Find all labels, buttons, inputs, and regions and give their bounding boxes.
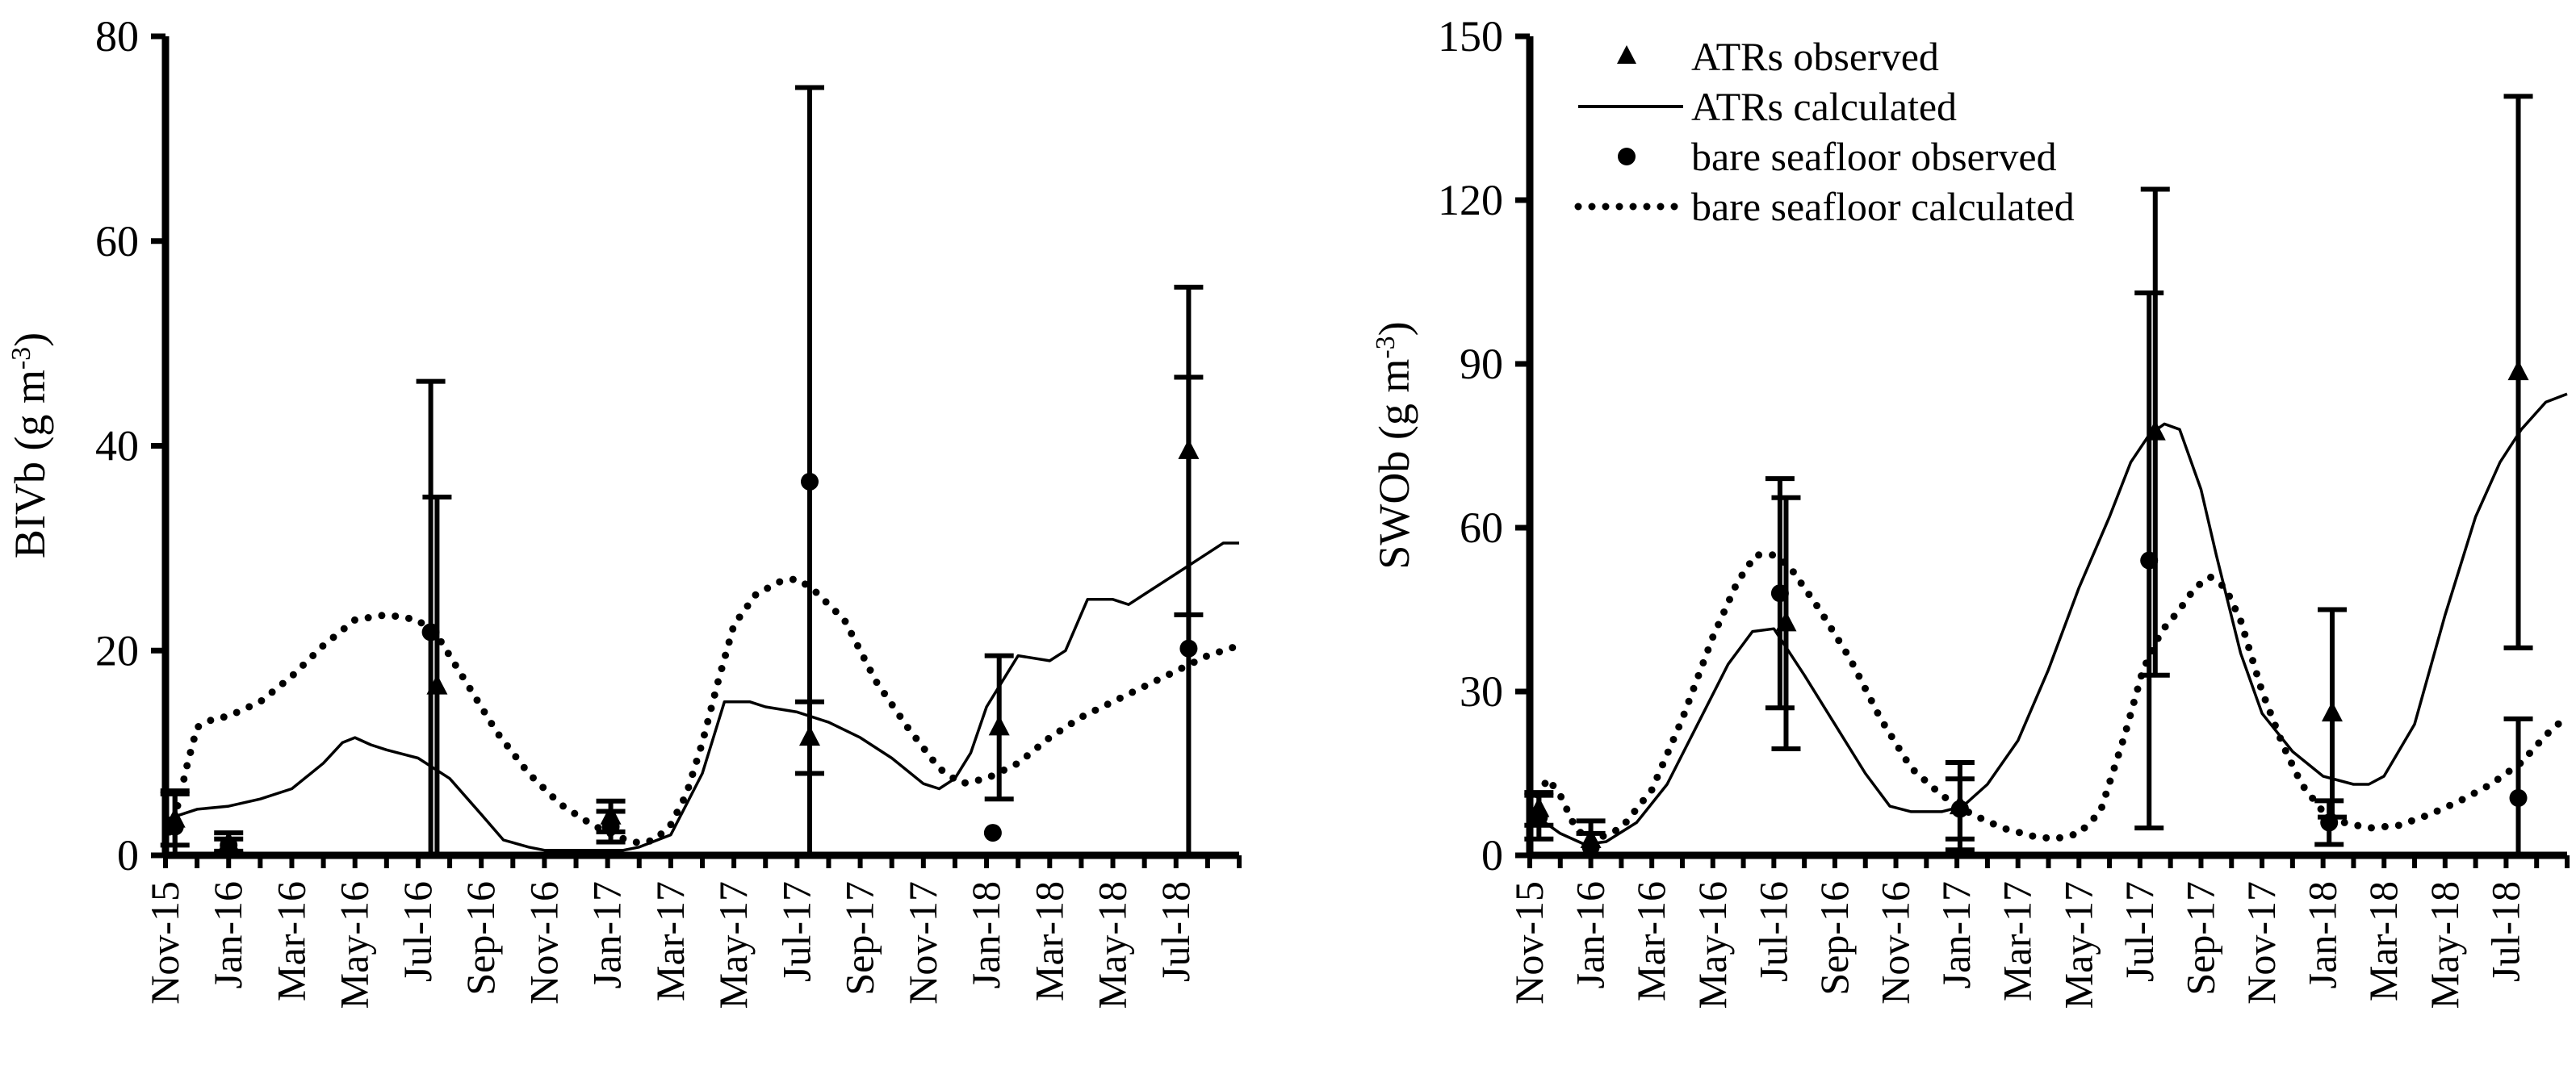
x-tick-label: Nov-15 bbox=[1506, 881, 1552, 1005]
point-bare-seafloor-observed bbox=[601, 817, 620, 836]
x-tick-label: May-18 bbox=[1090, 881, 1135, 1009]
point-bare-seafloor-observed bbox=[2509, 788, 2528, 807]
x-tick-label: Nov-17 bbox=[2239, 881, 2284, 1005]
x-tick-label: Jul-18 bbox=[1153, 881, 1198, 982]
x-tick-label: Mar-18 bbox=[2360, 881, 2406, 1001]
y-axis-title: BIVb (g m-3) bbox=[6, 332, 54, 558]
point-atrs-observed bbox=[988, 715, 1010, 736]
x-tick-label: Mar-18 bbox=[1026, 881, 1071, 1001]
y-axis-title: SWOb (g m-3) bbox=[1370, 321, 1418, 569]
chart-panel-2: 0 30 60 90 120 150 Nov-15 Jan-16 Mar-16 May-16 Jul… bbox=[1370, 12, 2571, 1009]
legend-marker-circle bbox=[1618, 148, 1636, 165]
x-tick-label: May-17 bbox=[710, 881, 756, 1009]
series-line-atrs-calculated bbox=[165, 541, 1239, 852]
x-tick-label: Jan-18 bbox=[963, 881, 1008, 988]
x-tick-label: Jul-16 bbox=[395, 881, 440, 982]
chart-panel-1: 0 20 40 60 80 Nov-15 Jan-16 Mar-16 May-16 Jul-16 S… bbox=[6, 12, 1243, 1009]
x-tick-label: Jan-18 bbox=[2300, 881, 2345, 988]
x-tick-label: Jul-16 bbox=[1750, 881, 1795, 982]
y-tick-label: 60 bbox=[95, 217, 139, 265]
point-bare-seafloor-observed bbox=[1581, 838, 1600, 856]
y-tick-label: 0 bbox=[1481, 831, 1503, 880]
x-tick-label: May-16 bbox=[332, 881, 377, 1009]
x-tick-label: Jul-17 bbox=[773, 881, 819, 982]
x-tick-label: Jan-16 bbox=[1568, 881, 1613, 988]
x-tick-label: Jul-18 bbox=[2482, 881, 2528, 982]
point-bare-seafloor-observed bbox=[2140, 551, 2159, 570]
y-tick-label: 40 bbox=[95, 422, 139, 470]
point-bare-seafloor-observed bbox=[1530, 808, 1548, 826]
series-line-bare-seafloor-calculated bbox=[161, 575, 1243, 849]
y-tick-label: 20 bbox=[95, 626, 139, 675]
x-tick-label: Jan-17 bbox=[1933, 881, 1979, 988]
legend-label: bare seafloor calculated bbox=[1691, 184, 2075, 229]
y-tick-label: 120 bbox=[1438, 176, 1503, 224]
point-bare-seafloor-observed bbox=[220, 836, 238, 855]
x-tick-label: Nov-16 bbox=[521, 881, 566, 1005]
point-bare-seafloor-observed bbox=[2320, 813, 2339, 832]
point-bare-seafloor-observed bbox=[421, 623, 440, 641]
x-tick-label: May-16 bbox=[1690, 881, 1735, 1009]
legend: ATRs observed ATRs calculated bare seafloo… bbox=[1574, 34, 2075, 229]
x-tick-label: Jul-17 bbox=[2117, 881, 2162, 982]
x-tick-label: Nov-15 bbox=[142, 881, 187, 1005]
legend-marker-triangle bbox=[1617, 45, 1636, 64]
legend-label: bare seafloor observed bbox=[1691, 134, 2057, 179]
y-tick-label: 0 bbox=[117, 831, 139, 880]
point-bare-seafloor-observed bbox=[801, 472, 819, 491]
x-tick-label: Sep-16 bbox=[458, 881, 503, 996]
point-bare-seafloor-observed bbox=[1770, 584, 1789, 603]
x-tick-label: May-18 bbox=[2422, 881, 2467, 1009]
x-tick-label: Mar-16 bbox=[1628, 881, 1673, 1001]
point-bare-seafloor-observed bbox=[165, 817, 184, 836]
point-bare-seafloor-observed bbox=[983, 824, 1002, 842]
y-tick-label: 80 bbox=[95, 12, 139, 61]
x-tick-label: Mar-16 bbox=[268, 881, 313, 1001]
x-tick-label: May-17 bbox=[2055, 881, 2101, 1009]
y-tick-label: 30 bbox=[1460, 667, 1503, 716]
x-tick-label: Nov-16 bbox=[1873, 881, 1918, 1005]
point-atrs-observed bbox=[2321, 701, 2343, 722]
x-tick-label: Sep-17 bbox=[2177, 881, 2222, 996]
x-tick-label: Nov-17 bbox=[900, 881, 945, 1005]
series-line-atrs-calculated bbox=[1528, 392, 2568, 846]
x-tick-label: Jan-17 bbox=[584, 881, 630, 988]
series-line-bare-seafloor-calculated bbox=[1526, 551, 2571, 846]
point-bare-seafloor-observed bbox=[1179, 639, 1198, 658]
point-bare-seafloor-observed bbox=[1950, 800, 1969, 818]
x-tick-label: Sep-16 bbox=[1812, 881, 1857, 996]
legend-label: ATRs observed bbox=[1691, 34, 1939, 79]
x-tick-label: Sep-17 bbox=[837, 881, 882, 996]
x-tick-label: Mar-17 bbox=[647, 881, 693, 1001]
point-atrs-observed bbox=[2507, 360, 2529, 381]
y-tick-label: 90 bbox=[1460, 340, 1503, 388]
x-tick-label: Jan-16 bbox=[205, 881, 250, 988]
x-tick-label: Mar-17 bbox=[1995, 881, 2040, 1001]
y-tick-label: 150 bbox=[1438, 12, 1503, 61]
legend-label: ATRs calculated bbox=[1691, 84, 1957, 129]
y-tick-label: 60 bbox=[1460, 504, 1503, 552]
